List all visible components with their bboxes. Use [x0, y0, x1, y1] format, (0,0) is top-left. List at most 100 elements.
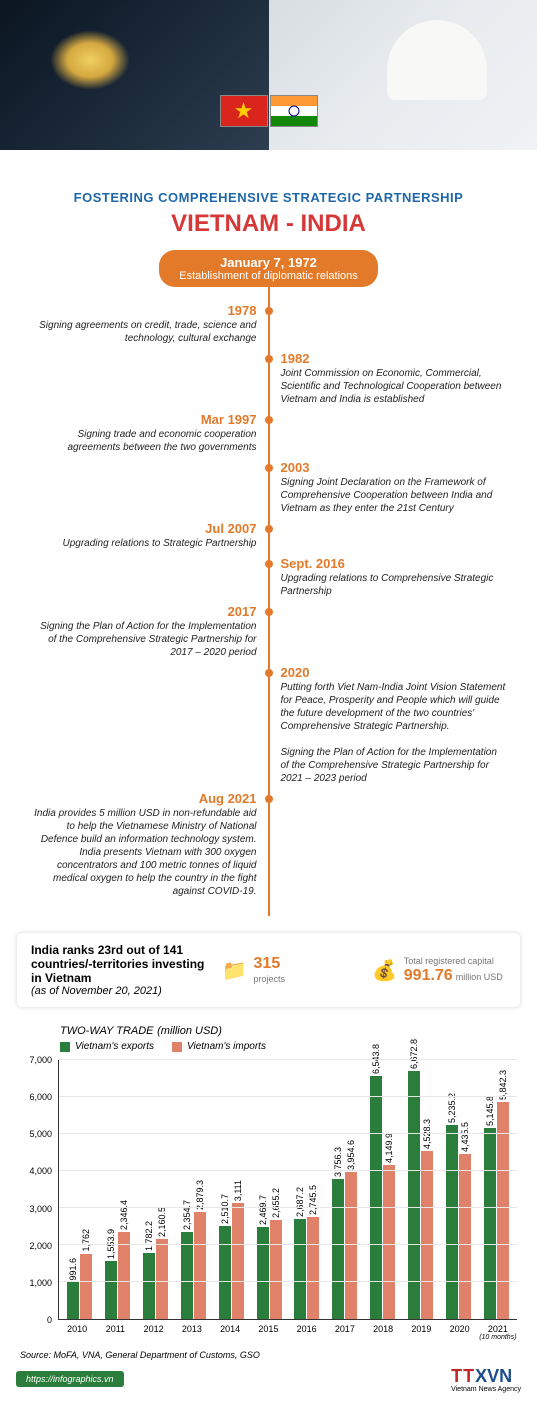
timeline-text: Putting forth Viet Nam-India Joint Visio…: [281, 681, 507, 785]
capital-unit: million USD: [456, 972, 503, 982]
x-axis-label: 2010: [58, 1322, 96, 1340]
timeline-text: Joint Commission on Economic, Commercial…: [281, 367, 507, 406]
bar-group: 2,687.22,745.5: [288, 1217, 326, 1319]
export-bar: 5,145.8: [484, 1128, 496, 1319]
subtitle: FOSTERING COMPREHENSIVE STRATEGIC PARTNE…: [0, 190, 537, 205]
y-axis-tick: 1,000: [29, 1278, 52, 1288]
main-title: VIETNAM - INDIA: [0, 210, 537, 238]
timeline-text: Upgrading relations to Strategic Partner…: [31, 537, 257, 550]
x-axis-label: 2013: [173, 1322, 211, 1340]
export-bar: 2,687.2: [294, 1219, 306, 1319]
source-text: Source: MoFA, VNA, General Department of…: [20, 1350, 517, 1360]
capital-amount: 991.76: [404, 967, 453, 984]
x-axis-label: 2014: [211, 1322, 249, 1340]
bar-group: 2,469.72,655.2: [250, 1220, 288, 1319]
legend-imports: Vietnam's imports: [172, 1041, 266, 1052]
y-axis-tick: 7,000: [29, 1055, 52, 1065]
import-bar: 3,954.6: [345, 1172, 357, 1319]
chart-title: TWO-WAY TRADE (million USD): [60, 1022, 222, 1037]
timeline-year: 2017: [31, 604, 257, 619]
import-bar: 2,745.5: [307, 1217, 319, 1319]
timeline-year: Mar 1997: [31, 412, 257, 427]
timeline-entry: 1982Joint Commission on Economic, Commer…: [19, 351, 519, 406]
bar-group: 991.61,762: [61, 1254, 99, 1319]
timeline-text: Upgrading relations to Comprehensive Str…: [281, 572, 507, 598]
export-bar: 5,235.2: [446, 1125, 458, 1319]
y-axis-tick: 6,000: [29, 1092, 52, 1102]
bar-group: 2,510.73,111: [212, 1203, 250, 1319]
capital-label: Total registered capital: [404, 956, 494, 966]
stats-rank-text: India ranks 23rd out of 141 countries/-t…: [31, 943, 204, 985]
import-bar: 4,528.3: [421, 1151, 433, 1319]
export-bar: 6,543.8: [370, 1076, 382, 1319]
timeline-entry: 2017Signing the Plan of Action for the I…: [19, 604, 519, 659]
timeline-entry: Aug 2021India provides 5 million USD in …: [19, 791, 519, 898]
timeline-year: 1978: [31, 303, 257, 318]
timeline-year: Jul 2007: [31, 521, 257, 536]
timeline-entry: 1978Signing agreements on credit, trade,…: [19, 303, 519, 345]
crossed-flags: ★: [220, 95, 318, 127]
x-axis-label: 2021(10 months): [479, 1322, 517, 1340]
bar-group: 2,354.72,879.3: [174, 1212, 212, 1319]
x-axis-label: 2016: [288, 1322, 326, 1340]
import-bar: 2,655.2: [270, 1220, 282, 1319]
bar-group: 5,235.24,435.5: [439, 1125, 477, 1319]
timeline-text: Signing agreements on credit, trade, sci…: [31, 319, 257, 345]
timeline-year: 2003: [281, 460, 507, 475]
footer-link: https://infographics.vn: [16, 1371, 124, 1387]
legend-exports: Vietnam's exports: [60, 1041, 154, 1052]
chart-area: TWO-WAY TRADE (million USD) Vietnam's ex…: [20, 1022, 517, 1340]
x-axis-label: 2012: [135, 1322, 173, 1340]
import-bar: 4,149.9: [383, 1165, 395, 1319]
ttxvn-logo: TTXVN Vietnam News Agency: [451, 1366, 521, 1393]
import-bar: 3,111: [232, 1203, 244, 1319]
y-axis-tick: 2,000: [29, 1241, 52, 1251]
timeline-entry: Sept. 2016Upgrading relations to Compreh…: [19, 556, 519, 598]
export-bar: 2,510.7: [219, 1226, 231, 1319]
badge-text: Establishment of diplomatic relations: [179, 270, 358, 282]
projects-label: projects: [254, 974, 286, 984]
vietnam-flag-icon: ★: [220, 95, 268, 127]
chart-legend: Vietnam's exports Vietnam's imports: [60, 1041, 517, 1052]
bar-group: 6,543.84,149.9: [364, 1076, 402, 1319]
x-axis-label: 2011: [96, 1322, 134, 1340]
bar-group: 1,782.22,160.5: [137, 1239, 175, 1319]
timeline-year: Aug 2021: [31, 791, 257, 806]
import-bar: 5,842.3: [497, 1102, 509, 1319]
export-bar: 2,469.7: [257, 1227, 269, 1319]
y-axis-tick: 4,000: [29, 1166, 52, 1176]
timeline-text: Signing trade and economic cooperation a…: [31, 428, 257, 454]
export-bar: 3,756.3: [332, 1179, 344, 1319]
export-bar: 1,553.9: [105, 1261, 117, 1319]
import-bar: 2,160.5: [156, 1239, 168, 1319]
money-bag-icon: 💰: [372, 957, 398, 983]
stats-rank: India ranks 23rd out of 141 countries/-t…: [31, 943, 206, 997]
import-bar: 1,762: [80, 1254, 92, 1319]
hero-banner: ★: [0, 0, 537, 150]
timeline-text: Signing the Plan of Action for the Imple…: [31, 620, 257, 659]
folder-icon: 📁: [222, 957, 248, 983]
india-flag-icon: [270, 95, 318, 127]
x-axis-label: 2015: [249, 1322, 287, 1340]
import-bar: 4,435.5: [459, 1154, 471, 1319]
y-axis-tick: 0: [47, 1315, 52, 1325]
y-axis-tick: 3,000: [29, 1204, 52, 1214]
footer: https://infographics.vn TTXVN Vietnam Ne…: [0, 1362, 537, 1403]
hero-india-photo: [269, 0, 537, 150]
badge-date: January 7, 1972: [179, 255, 358, 270]
timeline-entry: Mar 1997Signing trade and economic coope…: [19, 412, 519, 454]
x-axis-label: 2020: [441, 1322, 479, 1340]
x-axis-label: 2018: [364, 1322, 402, 1340]
hero-vietnam-photo: [0, 0, 269, 150]
stats-projects: 📁 315 projects: [222, 955, 356, 985]
timeline-entry: Jul 2007Upgrading relations to Strategic…: [19, 521, 519, 550]
x-axis-label: 2017: [326, 1322, 364, 1340]
bar-group: 3,756.33,954.6: [326, 1172, 364, 1319]
timeline-text: India provides 5 million USD in non-refu…: [31, 807, 257, 898]
export-bar: 1,782.2: [143, 1253, 155, 1319]
establishment-badge: January 7, 1972 Establishment of diploma…: [159, 250, 378, 287]
projects-count: 315: [254, 955, 281, 972]
timeline-entry: 2003Signing Joint Declaration on the Fra…: [19, 460, 519, 515]
timeline-year: 2020: [281, 665, 507, 680]
stats-capital: 💰 Total registered capital 991.76 millio…: [372, 955, 506, 985]
